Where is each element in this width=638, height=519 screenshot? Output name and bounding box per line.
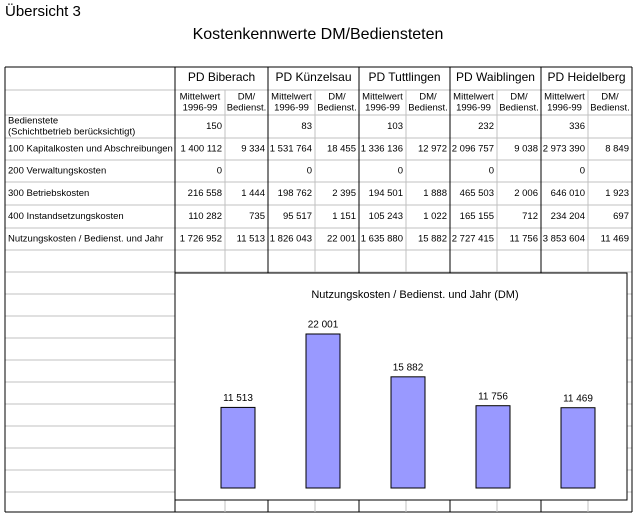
cell: 83 xyxy=(301,121,312,132)
sub-header: DM/ xyxy=(601,92,619,103)
sub-header: DM/ xyxy=(238,92,256,103)
data-label: 15 882 xyxy=(393,362,424,373)
sub-header: Mittelwert xyxy=(362,92,403,103)
column-header: PD Heidelberg xyxy=(547,70,625,84)
cell: 1 336 136 xyxy=(361,144,403,155)
column-header: PD Waiblingen xyxy=(456,70,535,84)
cell: 336 xyxy=(569,121,585,132)
sub-header: DM/ xyxy=(419,92,437,103)
data-label: 11 756 xyxy=(478,391,508,402)
cell: 0 xyxy=(489,166,494,177)
cell: 11 756 xyxy=(510,234,538,245)
column-header: PD Tuttlingen xyxy=(368,70,440,84)
cell: 105 243 xyxy=(369,211,403,222)
column-header: PD Künzelsau xyxy=(275,70,351,84)
sub-header: DM/ xyxy=(328,92,346,103)
cell: 1 635 880 xyxy=(361,234,403,245)
cell: 646 010 xyxy=(551,188,585,199)
row-label: 400 Instandsetzungskosten xyxy=(8,211,124,222)
cell: 735 xyxy=(249,211,265,222)
row-label: (Schichtbetrieb berücksichtigt) xyxy=(8,127,135,138)
cell: 2 006 xyxy=(514,188,538,199)
cell: 234 204 xyxy=(551,211,585,222)
cell: 150 xyxy=(206,121,222,132)
cell: 15 882 xyxy=(418,234,447,245)
cell: 712 xyxy=(522,211,538,222)
sub-header: Mittelwert xyxy=(180,92,221,103)
sub-header: Mittelwert xyxy=(271,92,312,103)
cell: 1 726 952 xyxy=(180,234,222,245)
sub-header: 1996-99 xyxy=(365,103,400,114)
cell: 216 558 xyxy=(188,188,222,199)
cell: 198 762 xyxy=(278,188,312,199)
cell: 1 888 xyxy=(423,188,447,199)
cell: 1 022 xyxy=(423,211,447,222)
cell: 0 xyxy=(580,166,585,177)
cell: 12 972 xyxy=(418,144,447,155)
sub-header: 1996-99 xyxy=(547,103,582,114)
cell: 9 334 xyxy=(241,144,265,155)
cell: 3 853 604 xyxy=(543,234,585,245)
sub-header: DM/ xyxy=(510,92,528,103)
column-header: PD Biberach xyxy=(188,70,255,84)
cell: 165 155 xyxy=(460,211,494,222)
cell: 1 444 xyxy=(241,188,265,199)
page-title: Übersicht 3 xyxy=(5,2,81,20)
data-label: 11 513 xyxy=(223,393,253,404)
row-label: 100 Kapitalkosten und Abschreibungen xyxy=(8,144,173,155)
sub-header: Mittelwert xyxy=(544,92,585,103)
cell: 1 923 xyxy=(605,188,629,199)
cell: 8 849 xyxy=(605,144,629,155)
sub-header: Bedienst. xyxy=(590,103,630,114)
data-label: 22 001 xyxy=(308,320,339,331)
cell: 1 400 112 xyxy=(180,144,222,155)
page-subtitle: Kostenkennwerte DM/Bediensteten xyxy=(193,26,444,43)
sub-header: Bedienst. xyxy=(317,103,357,114)
sub-header: Bedienst. xyxy=(227,103,267,114)
sub-header: 1996-99 xyxy=(274,103,309,114)
cell: 465 503 xyxy=(460,188,494,199)
cell: 194 501 xyxy=(369,188,403,199)
cell: 0 xyxy=(217,166,222,177)
cell: 1 531 764 xyxy=(270,144,312,155)
row-label: 200 Verwaltungskosten xyxy=(8,166,106,177)
cell: 2 973 390 xyxy=(543,144,585,155)
cell: 11 513 xyxy=(237,234,265,245)
bar xyxy=(220,406,256,489)
cell: 2 395 xyxy=(332,188,356,199)
cell: 103 xyxy=(387,121,403,132)
sub-header: 1996-99 xyxy=(456,103,491,114)
cell: 232 xyxy=(478,121,494,132)
cell: 1 826 043 xyxy=(270,234,312,245)
cell: 2 727 415 xyxy=(452,234,494,245)
row-label: Bedienstete xyxy=(8,116,58,127)
cell: 1 151 xyxy=(332,211,356,222)
cell: 9 038 xyxy=(514,144,538,155)
sub-header: Bedienst. xyxy=(499,103,539,114)
bar xyxy=(560,407,596,489)
chart-title: Nutzungskosten / Bedienst. und Jahr (DM) xyxy=(311,289,518,301)
cell: 110 282 xyxy=(188,211,222,222)
cell: 0 xyxy=(307,166,312,177)
cell: 11 469 xyxy=(601,234,629,245)
data-label: 11 469 xyxy=(563,393,593,404)
row-label: Nutzungskosten / Bedienst. und Jahr xyxy=(8,234,163,245)
cell: 697 xyxy=(613,211,629,222)
cell: 0 xyxy=(398,166,403,177)
row-label: 300 Betriebskosten xyxy=(8,188,89,199)
cell: 22 001 xyxy=(327,234,356,245)
bar xyxy=(475,405,511,489)
bar xyxy=(390,376,426,489)
cell: 2 096 757 xyxy=(452,144,494,155)
bar xyxy=(305,333,341,489)
sub-header: Bedienst. xyxy=(408,103,448,114)
sub-header: 1996-99 xyxy=(183,103,218,114)
cell: 18 455 xyxy=(327,144,356,155)
cell: 95 517 xyxy=(283,211,312,222)
sub-header: Mittelwert xyxy=(453,92,494,103)
